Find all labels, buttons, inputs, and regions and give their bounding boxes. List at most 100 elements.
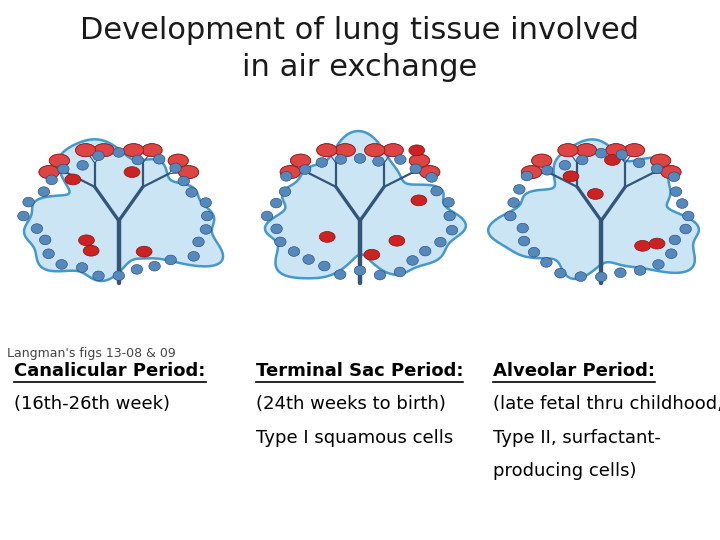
Ellipse shape	[271, 198, 282, 208]
Ellipse shape	[261, 211, 273, 221]
Ellipse shape	[123, 144, 143, 157]
Ellipse shape	[142, 144, 162, 157]
Text: Development of lung tissue involved
in air exchange: Development of lung tissue involved in a…	[81, 16, 639, 82]
Ellipse shape	[336, 144, 356, 157]
Ellipse shape	[517, 223, 528, 233]
Ellipse shape	[558, 144, 578, 157]
Ellipse shape	[23, 197, 35, 207]
Polygon shape	[265, 131, 466, 278]
Ellipse shape	[168, 154, 189, 167]
Ellipse shape	[165, 255, 176, 265]
Ellipse shape	[202, 211, 213, 221]
Ellipse shape	[374, 270, 386, 280]
Ellipse shape	[661, 166, 681, 179]
Ellipse shape	[84, 245, 99, 256]
Ellipse shape	[132, 155, 143, 165]
Ellipse shape	[290, 154, 310, 167]
Ellipse shape	[446, 225, 458, 235]
Ellipse shape	[364, 144, 384, 157]
Ellipse shape	[316, 158, 328, 167]
Ellipse shape	[521, 166, 541, 179]
Ellipse shape	[649, 238, 665, 249]
Ellipse shape	[558, 144, 578, 157]
Ellipse shape	[94, 144, 114, 157]
Ellipse shape	[281, 172, 292, 181]
Ellipse shape	[389, 235, 405, 246]
Ellipse shape	[200, 225, 212, 234]
Ellipse shape	[77, 160, 89, 170]
Ellipse shape	[317, 144, 337, 157]
Ellipse shape	[354, 266, 366, 275]
Ellipse shape	[193, 237, 204, 247]
Ellipse shape	[634, 158, 645, 167]
Ellipse shape	[31, 224, 42, 233]
Ellipse shape	[46, 175, 58, 185]
Text: Type I squamous cells: Type I squamous cells	[256, 429, 453, 447]
Ellipse shape	[40, 235, 51, 245]
Ellipse shape	[65, 174, 81, 185]
Text: (24th weeks to birth): (24th weeks to birth)	[256, 395, 446, 413]
Ellipse shape	[364, 144, 384, 157]
Ellipse shape	[319, 232, 335, 242]
Ellipse shape	[354, 153, 366, 163]
Ellipse shape	[554, 268, 566, 278]
Ellipse shape	[559, 160, 571, 170]
Ellipse shape	[170, 163, 181, 173]
Ellipse shape	[56, 260, 68, 269]
Ellipse shape	[651, 154, 671, 167]
Ellipse shape	[575, 272, 587, 281]
Ellipse shape	[577, 144, 597, 157]
Ellipse shape	[200, 198, 212, 207]
Ellipse shape	[443, 198, 454, 207]
Ellipse shape	[280, 166, 300, 179]
Ellipse shape	[577, 155, 588, 165]
Ellipse shape	[513, 185, 525, 194]
Ellipse shape	[409, 145, 425, 156]
Ellipse shape	[420, 166, 440, 179]
Ellipse shape	[563, 171, 579, 181]
Ellipse shape	[435, 237, 446, 247]
Ellipse shape	[49, 154, 69, 167]
Ellipse shape	[521, 171, 533, 181]
Ellipse shape	[178, 176, 189, 186]
Ellipse shape	[420, 246, 431, 256]
Ellipse shape	[394, 267, 405, 277]
Ellipse shape	[335, 269, 346, 279]
Ellipse shape	[395, 154, 406, 164]
Ellipse shape	[634, 240, 650, 251]
Ellipse shape	[179, 166, 199, 179]
Ellipse shape	[93, 271, 104, 281]
Ellipse shape	[300, 165, 311, 174]
Ellipse shape	[588, 188, 603, 199]
Ellipse shape	[541, 165, 553, 175]
Ellipse shape	[271, 224, 282, 234]
Ellipse shape	[38, 187, 50, 197]
Ellipse shape	[76, 144, 96, 157]
Ellipse shape	[383, 144, 403, 157]
Text: (16th-26th week): (16th-26th week)	[14, 395, 171, 413]
Ellipse shape	[279, 187, 291, 197]
Ellipse shape	[521, 166, 541, 179]
Text: Terminal Sac Period:: Terminal Sac Period:	[256, 362, 463, 380]
Ellipse shape	[124, 167, 140, 178]
Ellipse shape	[49, 154, 69, 167]
Ellipse shape	[668, 172, 680, 181]
Ellipse shape	[94, 144, 114, 157]
Ellipse shape	[153, 154, 165, 164]
Ellipse shape	[410, 164, 421, 174]
Ellipse shape	[335, 154, 346, 164]
Ellipse shape	[616, 150, 628, 159]
Ellipse shape	[669, 235, 680, 245]
Ellipse shape	[131, 265, 143, 274]
Ellipse shape	[383, 144, 403, 157]
Ellipse shape	[113, 271, 125, 281]
Ellipse shape	[665, 249, 677, 259]
Ellipse shape	[651, 154, 671, 167]
Ellipse shape	[595, 148, 607, 158]
Text: Alveolar Period:: Alveolar Period:	[493, 362, 655, 380]
Ellipse shape	[531, 154, 552, 167]
Text: (late fetal thru childhood,: (late fetal thru childhood,	[493, 395, 720, 413]
Ellipse shape	[18, 211, 30, 221]
Ellipse shape	[78, 235, 94, 246]
Ellipse shape	[624, 144, 644, 157]
